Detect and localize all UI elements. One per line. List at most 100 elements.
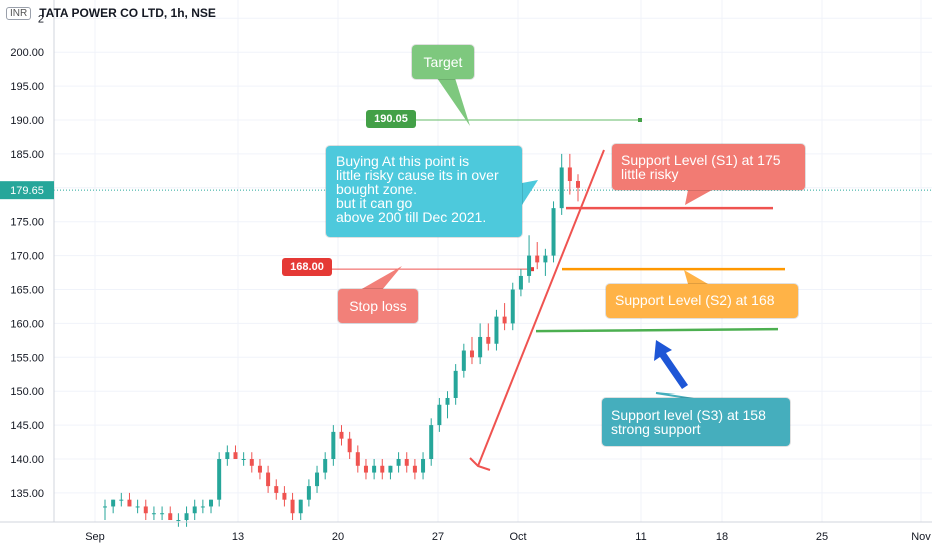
price-axis: 135.00 140.00 145.00 150.00 155.00 160.00 165.…: [0, 0, 55, 522]
candle-body: [469, 350, 474, 358]
candle-body: [168, 513, 173, 521]
chart-header: INR TATA POWER CO LTD, 1h, NSE: [6, 6, 216, 20]
candle-body: [266, 472, 271, 487]
y-tick-label: 200.00: [10, 47, 44, 59]
s1-line: little risky: [621, 166, 679, 182]
y-tick-label: 155.00: [10, 352, 44, 364]
trend-arrow: [469, 457, 491, 471]
candle-body: [494, 316, 499, 344]
candle-body: [347, 438, 352, 453]
stop-price-tag: 168.00: [282, 258, 332, 276]
s1-pointer: [685, 190, 712, 205]
s3-line: [535, 327, 779, 333]
arrow-icon: [654, 340, 688, 389]
candle-body: [421, 459, 426, 473]
candle-body: [355, 452, 360, 466]
x-tick-label: 13: [232, 531, 244, 543]
candle-body: [160, 513, 165, 515]
comment-line: but it can go: [336, 195, 413, 211]
target-pointer: [437, 78, 470, 126]
candle-body: [478, 336, 483, 358]
x-tick-label: Nov: [911, 531, 931, 543]
candle-body: [192, 506, 197, 514]
x-tick-label: 20: [332, 531, 344, 543]
target-label[interactable]: Target: [412, 45, 474, 79]
comment-line: above 200 till Dec 2021.: [336, 209, 487, 225]
candle-body: [535, 255, 540, 263]
candle-body: [559, 167, 564, 209]
candle-body: [388, 465, 393, 473]
candle-body: [257, 465, 262, 473]
comment-callout[interactable]: Buying At this point is little risky cau…: [326, 146, 522, 237]
candle-body: [339, 431, 344, 439]
candle-body: [510, 289, 515, 324]
candle-body: [404, 459, 409, 466]
candle-body: [445, 397, 450, 405]
candle-body: [233, 452, 238, 459]
x-tick-label: Oct: [509, 531, 526, 543]
trend-line: [477, 149, 605, 467]
comment-line: bought zone.: [336, 181, 417, 197]
candle-body: [543, 255, 548, 263]
candle-body: [306, 486, 311, 500]
candle-body: [111, 499, 116, 507]
x-tick-label: 18: [716, 531, 728, 543]
time-axis: Sep 13 20 27 Oct 11 18 25 Nov: [0, 521, 932, 543]
candle-body: [551, 208, 556, 256]
candle-body: [527, 255, 532, 276]
comment-pointer: [522, 180, 538, 205]
currency-badge: INR: [6, 6, 32, 20]
s1-line: Support Level (S1) at 175: [621, 152, 781, 168]
candle-body: [315, 472, 320, 487]
s3-callout[interactable]: Support level (S3) at 158 strong support: [602, 398, 790, 446]
candle-body: [576, 181, 580, 188]
candle-body: [461, 350, 466, 371]
candle-body: [127, 499, 132, 507]
candle-body: [217, 459, 222, 500]
y-tick-label: 190.00: [10, 115, 44, 127]
y-tick-label: 140.00: [10, 454, 44, 466]
candle-body: [176, 520, 181, 522]
y-tick-label: 165.00: [10, 285, 44, 297]
annotation-lines: [54, 78, 932, 471]
target-line-end: [638, 118, 642, 122]
s2-pointer: [684, 270, 708, 284]
x-tick-label: Sep: [85, 531, 105, 543]
candle-body: [184, 513, 189, 521]
candle-body: [200, 506, 205, 508]
candles: [103, 153, 580, 527]
y-tick-label: 195.00: [10, 81, 44, 93]
candle-body: [151, 513, 156, 515]
candle-body: [502, 316, 507, 324]
s2-callout[interactable]: Support Level (S2) at 168: [606, 284, 798, 318]
candle-body: [363, 465, 368, 473]
candle-body: [209, 499, 214, 507]
candle-body: [372, 465, 377, 473]
candle-body: [143, 506, 148, 514]
candle-body: [298, 499, 303, 514]
candle-body: [225, 452, 230, 459]
candle-body: [567, 167, 572, 182]
stop-pointer: [360, 266, 402, 290]
candle-body: [290, 499, 295, 514]
candle-body: [412, 465, 417, 473]
y-tick-label: 2: [38, 13, 44, 25]
candle-body: [103, 506, 107, 508]
last-price-text: 179.65: [10, 185, 44, 197]
s3-line: Support level (S3) at 158: [611, 407, 766, 423]
target-price-tag: 190.05: [366, 110, 416, 128]
candle-body: [323, 459, 328, 473]
candle-body: [396, 459, 401, 466]
comment-line: Buying At this point is: [336, 153, 470, 169]
y-tick-label: 150.00: [10, 386, 44, 398]
symbol-title: TATA POWER CO LTD, 1h, NSE: [39, 6, 216, 20]
price-axis-bg: [0, 0, 54, 522]
candle-body: [135, 506, 140, 508]
candle-body: [282, 492, 287, 500]
candle-body: [241, 459, 246, 460]
stop-loss-label[interactable]: Stop loss: [338, 289, 418, 323]
y-tick-label: 160.00: [10, 318, 44, 330]
s1-callout[interactable]: Support Level (S1) at 175 little risky: [612, 144, 805, 190]
s3-line: strong support: [611, 421, 701, 437]
